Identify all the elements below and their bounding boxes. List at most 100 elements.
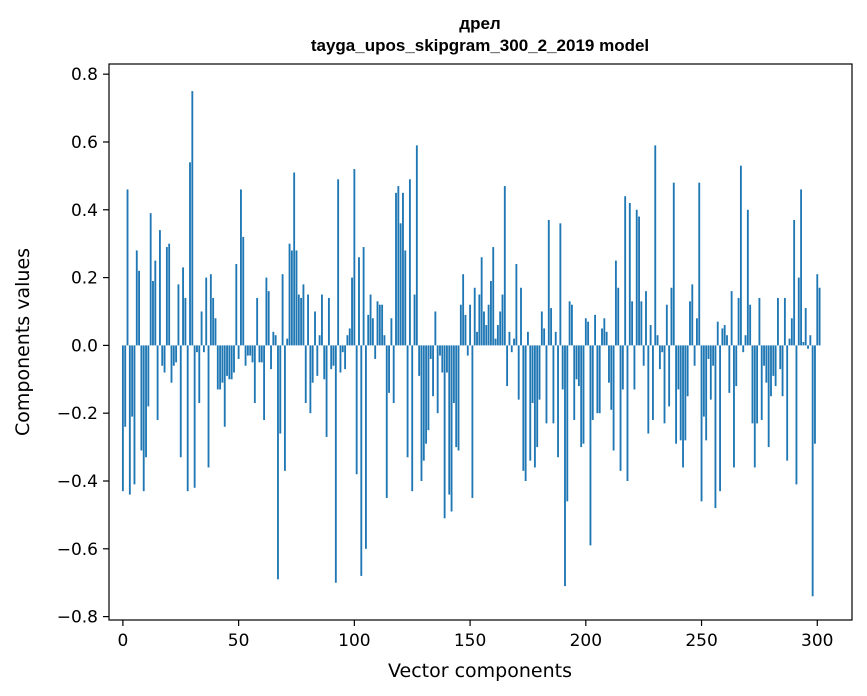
bar-component-47 xyxy=(230,345,233,380)
x-axis-label: Vector components xyxy=(388,660,572,682)
bar-component-222 xyxy=(635,209,638,346)
bar-component-28 xyxy=(186,345,189,492)
bar-component-277 xyxy=(763,345,765,366)
bar-component-243 xyxy=(684,345,687,441)
bar-component-174 xyxy=(524,345,527,481)
bar-component-261 xyxy=(726,335,728,346)
bar-component-167 xyxy=(508,331,511,346)
bar-component-228 xyxy=(649,325,652,346)
bar-component-64 xyxy=(270,345,272,370)
bar-component-78 xyxy=(302,284,305,346)
bar-component-150 xyxy=(469,304,472,346)
bar-component-123 xyxy=(406,345,409,458)
bar-component-256 xyxy=(714,345,717,509)
bar-component-198 xyxy=(580,345,583,448)
bar-component-35 xyxy=(202,345,205,353)
bar-component-173 xyxy=(522,345,525,471)
bar-component-90 xyxy=(330,345,333,370)
bar-component-226 xyxy=(645,291,647,346)
bar-component-255 xyxy=(712,345,715,366)
bar-component-70 xyxy=(283,345,286,471)
bar-component-65 xyxy=(272,331,275,346)
bar-component-145 xyxy=(457,345,460,451)
bar-component-61 xyxy=(263,345,266,420)
bar-component-9 xyxy=(142,345,145,492)
bar-component-75 xyxy=(295,250,298,346)
bar-component-152 xyxy=(473,287,476,346)
bar-component-186 xyxy=(552,345,555,424)
bar-component-155 xyxy=(480,257,483,346)
bar-component-6 xyxy=(135,250,138,346)
bar-component-190 xyxy=(561,345,564,390)
bar-component-207 xyxy=(601,328,603,346)
x-tick-label-250: 250 xyxy=(685,631,717,651)
bar-component-144 xyxy=(455,345,458,448)
bar-component-239 xyxy=(675,345,678,444)
bar-component-274 xyxy=(756,345,759,424)
bar-component-104 xyxy=(362,247,365,346)
bar-component-185 xyxy=(550,308,553,346)
bar-component-77 xyxy=(300,297,303,346)
bar-component-88 xyxy=(325,345,328,437)
bar-component-288 xyxy=(788,338,791,346)
bar-component-116 xyxy=(390,318,393,346)
bar-component-257 xyxy=(716,321,719,346)
bar-component-191 xyxy=(564,345,566,587)
bar-component-37 xyxy=(207,345,210,468)
bar-component-12 xyxy=(149,213,152,346)
bar-component-49 xyxy=(235,264,238,346)
bar-component-187 xyxy=(554,331,557,346)
bar-component-3 xyxy=(128,345,131,495)
bar-component-14 xyxy=(154,260,157,346)
bar-component-128 xyxy=(418,345,421,376)
bar-component-114 xyxy=(385,345,388,498)
bar-component-263 xyxy=(730,291,733,346)
bar-component-254 xyxy=(709,345,712,400)
bar-component-62 xyxy=(265,277,268,346)
bar-component-23 xyxy=(175,345,178,363)
bar-component-169 xyxy=(513,338,515,346)
y-tick-label-1: −0.6 xyxy=(57,540,98,560)
bar-component-27 xyxy=(184,297,187,346)
bar-component-21 xyxy=(170,345,173,383)
bar-component-189 xyxy=(559,223,562,346)
bar-component-1 xyxy=(124,345,127,427)
bar-component-290 xyxy=(793,219,796,346)
bar-component-103 xyxy=(360,345,363,576)
y-tick-label-4: 0.0 xyxy=(71,336,98,356)
bar-component-219 xyxy=(628,203,631,346)
x-tick-label-200: 200 xyxy=(570,631,602,651)
bar-component-181 xyxy=(540,311,543,346)
bar-component-19 xyxy=(165,247,168,346)
bar-component-165 xyxy=(503,186,506,346)
bar-component-199 xyxy=(582,345,585,444)
bar-component-7 xyxy=(138,270,141,346)
bar-component-24 xyxy=(177,284,180,346)
bar-component-283 xyxy=(777,297,779,346)
bar-component-286 xyxy=(783,297,786,346)
bar-component-143 xyxy=(452,345,455,404)
bar-component-45 xyxy=(226,345,228,376)
bar-component-102 xyxy=(358,257,360,346)
bar-component-84 xyxy=(316,345,319,376)
bar-component-153 xyxy=(476,331,478,346)
bar-component-55 xyxy=(249,345,252,356)
bar-component-44 xyxy=(223,345,226,427)
bar-component-188 xyxy=(557,345,559,458)
bar-component-180 xyxy=(538,345,541,400)
bar-component-242 xyxy=(682,345,684,468)
bar-component-122 xyxy=(404,250,407,346)
bar-component-201 xyxy=(587,321,590,346)
bar-component-300 xyxy=(816,274,819,346)
bar-component-238 xyxy=(672,182,675,346)
bar-component-260 xyxy=(723,325,726,346)
bar-component-202 xyxy=(589,345,592,546)
bar-component-287 xyxy=(786,345,789,461)
bar-component-59 xyxy=(258,345,261,363)
bar-component-86 xyxy=(321,294,323,346)
bar-component-0 xyxy=(121,345,124,492)
bar-component-195 xyxy=(573,345,576,420)
bar-component-265 xyxy=(735,345,738,387)
bar-component-121 xyxy=(402,192,404,346)
bar-component-221 xyxy=(633,345,636,390)
